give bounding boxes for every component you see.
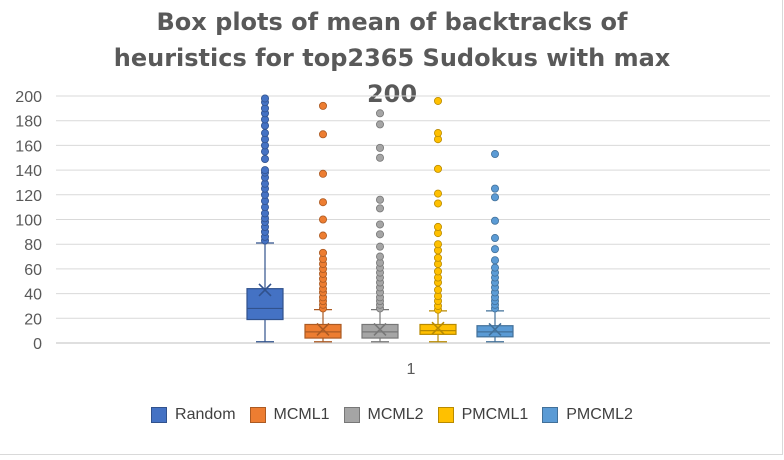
- legend-item: Random: [151, 406, 236, 424]
- legend-item: PMCML1: [437, 406, 529, 424]
- outlier-point: [318, 130, 327, 139]
- outlier-point: [490, 256, 499, 265]
- outlier-point: [433, 164, 442, 173]
- outlier-point: [433, 240, 442, 249]
- outlier-point: [375, 230, 384, 239]
- y-tick-label: 20: [24, 311, 42, 328]
- legend-item: MCML1: [249, 406, 330, 424]
- box-mcml2: [361, 323, 399, 339]
- outlier-point: [375, 220, 384, 229]
- outlier-point: [375, 195, 384, 204]
- outlier-point: [433, 253, 442, 262]
- outlier-point: [433, 199, 442, 208]
- box-random: [246, 288, 284, 321]
- box-mcml1: [304, 323, 342, 339]
- y-tick-label: 200: [15, 89, 42, 106]
- outlier-point: [318, 101, 327, 110]
- mean-marker: [431, 321, 445, 335]
- legend-item: MCML2: [343, 406, 424, 424]
- outlier-point: [318, 231, 327, 240]
- y-tick-label: 80: [24, 237, 42, 254]
- outlier-point: [318, 169, 327, 178]
- outlier-point: [318, 248, 327, 257]
- chart-title-text: Box plots of mean of backtracks of heuri…: [113, 8, 671, 108]
- legend-label: PMCML1: [461, 406, 529, 423]
- legend-swatch: [249, 407, 266, 423]
- y-tick-label: 120: [15, 188, 42, 205]
- outlier-point: [375, 252, 384, 261]
- outlier-point: [318, 215, 327, 224]
- outlier-point: [433, 129, 442, 138]
- y-tick-label: 180: [15, 114, 42, 131]
- outlier-point: [433, 222, 442, 231]
- legend-label: PMCML2: [566, 406, 633, 423]
- box-pmcml2: [476, 325, 514, 338]
- outlier-point: [260, 154, 269, 163]
- outlier-point: [490, 193, 499, 202]
- outlier-point: [260, 166, 269, 175]
- outlier-point: [433, 96, 442, 105]
- legend-label: Random: [175, 406, 236, 423]
- mean-marker: [373, 322, 387, 336]
- y-tick-label: 140: [15, 163, 42, 180]
- outlier-point: [490, 234, 499, 243]
- outlier-point: [375, 242, 384, 251]
- legend-label: MCML2: [367, 406, 424, 423]
- chart-title: Box plots of mean of backtracks of heuri…: [0, 4, 784, 112]
- chart-legend: Random MCML1 MCML2 PMCML1 PMCML2: [0, 406, 784, 424]
- legend-item: PMCML2: [542, 406, 633, 424]
- legend-swatch: [437, 407, 454, 423]
- outlier-point: [260, 94, 269, 103]
- x-tick-label: 1: [407, 361, 416, 378]
- mean-marker: [316, 322, 330, 336]
- y-tick-label: 0: [33, 336, 42, 353]
- outlier-point: [490, 150, 499, 159]
- outlier-point: [433, 285, 442, 294]
- y-tick-label: 160: [15, 138, 42, 155]
- outlier-point: [375, 143, 384, 152]
- outlier-point: [490, 263, 499, 272]
- legend-label: MCML1: [273, 406, 330, 423]
- outlier-point: [375, 120, 384, 129]
- outlier-point: [490, 216, 499, 225]
- outlier-point: [318, 198, 327, 207]
- outlier-point: [375, 153, 384, 162]
- y-tick-label: 60: [24, 262, 42, 279]
- outlier-point: [260, 129, 269, 138]
- outlier-point: [433, 267, 442, 276]
- mean-marker: [258, 283, 272, 297]
- box-pmcml1: [419, 323, 457, 335]
- outlier-point: [433, 189, 442, 198]
- outlier-point: [375, 109, 384, 118]
- legend-swatch: [542, 407, 559, 423]
- outlier-point: [375, 204, 384, 213]
- legend-swatch: [343, 407, 360, 423]
- outlier-point: [490, 184, 499, 193]
- legend-swatch: [151, 407, 168, 423]
- mean-marker: [488, 322, 502, 336]
- outlier-point: [490, 245, 499, 254]
- y-tick-label: 100: [15, 213, 42, 230]
- y-tick-label: 40: [24, 287, 42, 304]
